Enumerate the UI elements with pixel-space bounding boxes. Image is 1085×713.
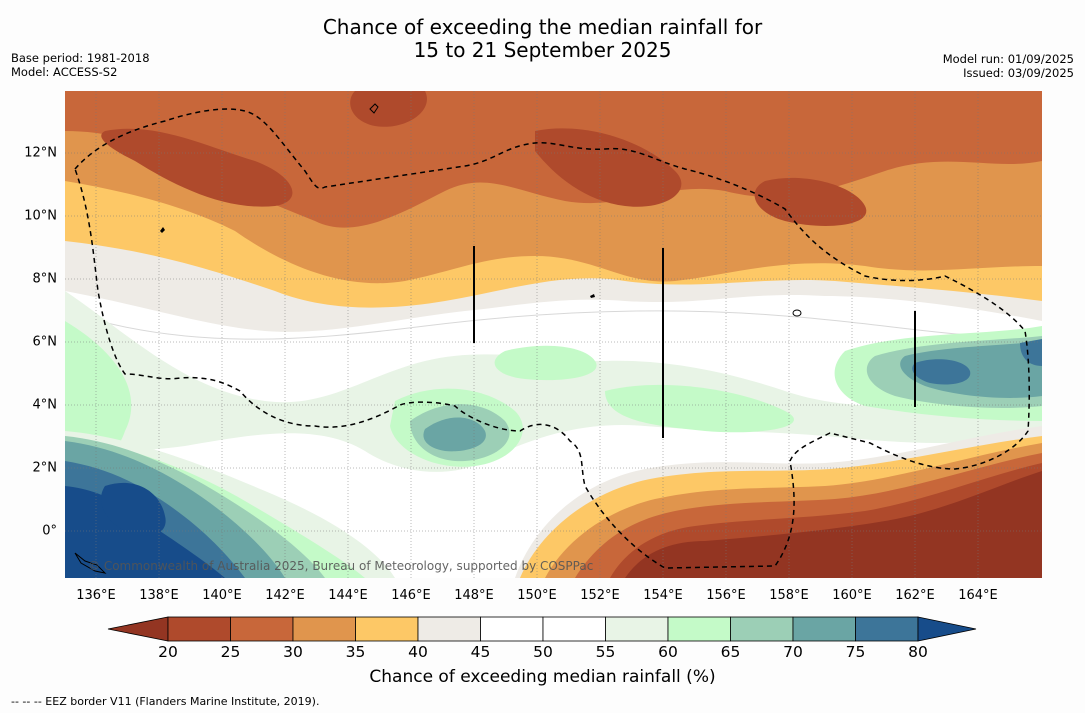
longitude-label: 156°E <box>706 588 746 603</box>
island-3 <box>590 294 595 298</box>
colorbar-extend-high <box>917 616 977 642</box>
zone-60-65-mid <box>494 345 597 381</box>
zone-20-25-north-c <box>754 177 867 226</box>
longitude-label: 162°E <box>895 588 935 603</box>
rainfall-map[interactable] <box>65 91 1042 578</box>
latitude-label: 10°N <box>24 208 57 224</box>
latitude-label: 0° <box>42 523 57 539</box>
zone-20-25-north-b <box>535 128 682 207</box>
zone-55-60-central <box>65 291 1042 472</box>
colorbar-tick-label: 45 <box>470 643 491 661</box>
longitude-label: 160°E <box>832 588 872 603</box>
colorbar-segment <box>167 616 231 642</box>
copyright-notice: © Commonwealth of Australia 2025, Bureau… <box>88 559 594 573</box>
colorbar-tick-label: 50 <box>533 643 553 661</box>
base-period: Base period: 1981-2018 <box>11 51 150 65</box>
longitude-label: 140°E <box>202 588 242 603</box>
colorbar-segment <box>480 616 544 642</box>
issued-date: Issued: 03/09/2025 <box>963 66 1074 80</box>
colorbar-segment <box>605 616 669 642</box>
zone-70-75-central <box>423 417 486 452</box>
zone-20-25-north-a <box>101 128 293 207</box>
colorbar-segment <box>417 616 481 642</box>
colorbar-segment <box>292 616 356 642</box>
colorbar-segment <box>667 616 731 642</box>
longitude-label: 142°E <box>265 588 305 603</box>
island-4 <box>792 309 802 317</box>
longitude-label: 152°E <box>580 588 620 603</box>
colorbar-title: Chance of exceeding median rainfall (%) <box>369 667 716 687</box>
colorbar-tick-label: 55 <box>595 643 616 661</box>
longitude-label: 144°E <box>328 588 368 603</box>
map-title-line1: Chance of exceeding the median rainfall … <box>322 15 763 39</box>
zone-20-25-north-d <box>350 91 427 127</box>
latitude-label: 2°N <box>32 460 58 476</box>
latitude-label: 12°N <box>24 145 57 161</box>
longitude-label: 148°E <box>454 588 494 603</box>
longitude-label: 158°E <box>769 588 809 603</box>
model-info: Base period: 1981-2018 Model: ACCESS-S2 <box>11 51 150 79</box>
colorbar-tick-label: 80 <box>908 643 928 661</box>
colorbar-tick-label: 60 <box>658 643 678 661</box>
island-1 <box>369 103 379 114</box>
colorbar-tick-label: 35 <box>345 643 366 661</box>
model-run-date: Model run: 01/09/2025 <box>942 52 1074 66</box>
run-info: Model run: 01/09/2025 Issued: 03/09/2025 <box>943 52 1074 80</box>
longitude-label: 164°E <box>958 588 998 603</box>
colorbar-segment <box>855 616 919 642</box>
colorbar-tick-label: 65 <box>720 643 741 661</box>
colorbar-tick-label: 70 <box>783 643 803 661</box>
longitude-label: 150°E <box>517 588 557 603</box>
contour-line-1 <box>65 310 1042 340</box>
zone-75-80-east-b <box>1020 339 1042 366</box>
colorbar-segment <box>730 616 794 642</box>
zone-75-80-east <box>912 359 971 385</box>
zone-80-plus-southwest-b <box>101 482 166 536</box>
colorbar-tick-label: 30 <box>283 643 303 661</box>
colorbar-segment <box>355 616 419 642</box>
colorbar-tick-label: 75 <box>845 643 866 661</box>
longitude-label: 154°E <box>643 588 683 603</box>
longitude-label: 136°E <box>76 588 116 603</box>
colorbar-tick-label: 20 <box>158 643 178 661</box>
colorbar-segment <box>792 616 856 642</box>
rainfall-map-canvas <box>65 91 1042 578</box>
latitude-label: 4°N <box>32 397 58 413</box>
colorbar-extend-low <box>107 616 169 642</box>
model-name: Model: ACCESS-S2 <box>11 65 118 79</box>
latitude-label: 8°N <box>32 271 58 287</box>
island-5 <box>74 552 107 574</box>
latitude-label: 6°N <box>32 334 58 350</box>
colorbar-tick-label: 40 <box>408 643 428 661</box>
eez-border <box>74 108 1030 569</box>
zone-15-20-southeast <box>625 471 1042 578</box>
longitude-label: 138°E <box>139 588 179 603</box>
map-title-line2: 15 to 21 September 2025 <box>413 38 672 62</box>
colorbar-segment <box>230 616 294 642</box>
island-2 <box>160 227 165 233</box>
longitude-label: 146°E <box>391 588 431 603</box>
eez-footnote: -- -- -- EEZ border V11 (Flanders Marine… <box>11 695 320 708</box>
zone-60-65-east <box>605 384 794 433</box>
colorbar-tick-label: 25 <box>220 643 241 661</box>
colorbar-segment <box>542 616 606 642</box>
